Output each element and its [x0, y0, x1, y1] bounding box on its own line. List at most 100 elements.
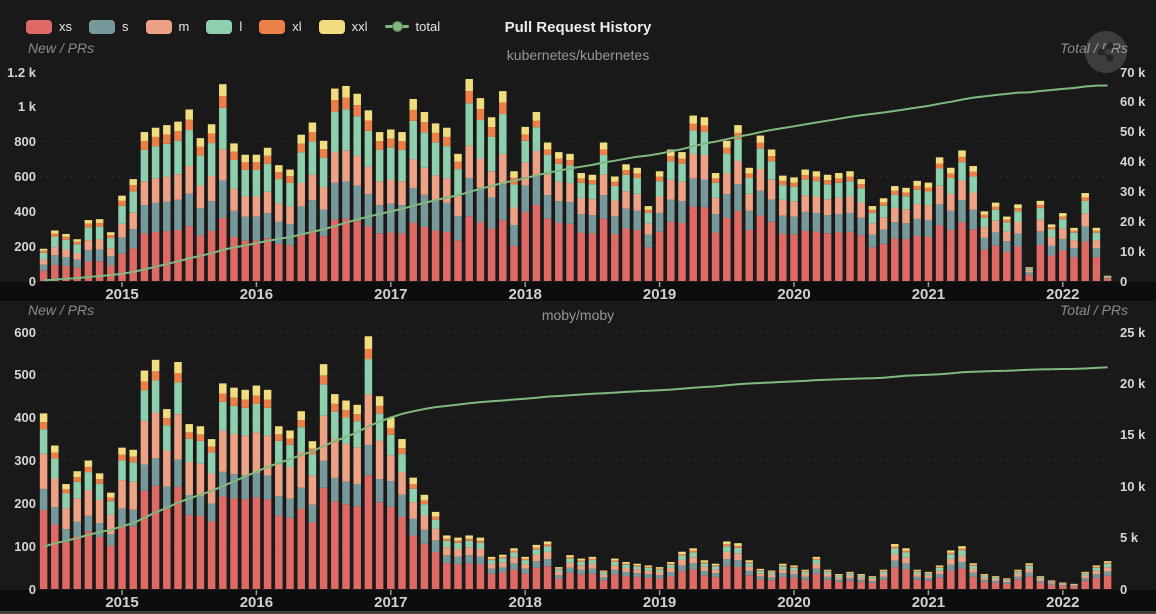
- bar-segment-xxl: [476, 537, 485, 541]
- bar-segment-xs: [73, 267, 81, 281]
- bar-segment-xl: [431, 516, 440, 520]
- bar-segment-xl: [241, 399, 249, 408]
- bar-segment-xl: [510, 550, 518, 553]
- bar-segment-l: [454, 169, 462, 196]
- bar-segment-s: [342, 181, 350, 219]
- bar-segment-xs: [275, 515, 283, 589]
- bar-segment-l: [207, 143, 216, 176]
- bar-segment-m: [801, 573, 809, 577]
- bar-segment-xxl: [297, 411, 305, 421]
- bar-segment-xl: [409, 484, 417, 489]
- bar-segment-xl: [1059, 216, 1067, 220]
- bar-segment-xs: [241, 240, 249, 281]
- bar-segment-l: [499, 558, 507, 563]
- bar-segment-m: [555, 181, 563, 202]
- y-axis-left-tick-label: 1.2 k: [7, 64, 36, 80]
- bar-segment-xl: [868, 209, 877, 213]
- legend-item-xs[interactable]: xs: [26, 19, 72, 34]
- total-cumulative-line: [43, 366, 1108, 548]
- legend-item-l[interactable]: l: [206, 19, 242, 34]
- bar-segment-xxl: [364, 336, 373, 349]
- bar-segment-l: [1047, 581, 1056, 583]
- bar-segment-l: [263, 407, 272, 436]
- bar-segment-l: [689, 130, 697, 154]
- bar-segment-xl: [364, 348, 373, 360]
- bar-segment-xs: [364, 475, 373, 589]
- legend-item-xl[interactable]: xl: [259, 19, 302, 34]
- bar-segment-l: [1092, 232, 1101, 241]
- bar-segment-xs: [891, 238, 899, 281]
- bar-segment-l: [767, 572, 776, 575]
- bar-segment-xl: [991, 206, 1000, 210]
- bar-segment-s: [263, 475, 272, 500]
- bar-segment-xxl: [913, 180, 921, 186]
- bar-segment-s: [431, 540, 440, 552]
- bar-segment-xs: [364, 226, 373, 281]
- bar-segment-xl: [991, 576, 1000, 578]
- bar-segment-xl: [84, 223, 93, 228]
- bar-segment-m: [342, 443, 350, 482]
- bar-segment-m: [767, 574, 776, 578]
- bar-segment-xs: [924, 580, 933, 589]
- left-axis-caption-bottom: New / PRs: [28, 302, 95, 318]
- bar-segment-xl: [532, 547, 541, 550]
- bar-segment-s: [1070, 248, 1078, 258]
- bar-segment-xl: [756, 570, 765, 571]
- share-button[interactable]: [1085, 31, 1127, 73]
- bar-segment-xl: [263, 399, 272, 408]
- bar-segment-xl: [1014, 570, 1022, 572]
- bar-segment-l: [331, 411, 339, 439]
- bar-segment-m: [454, 548, 462, 557]
- bar-segment-l: [375, 413, 384, 441]
- bar-segment-m: [633, 193, 641, 211]
- y-axis-left-tick-label: 600: [14, 324, 36, 340]
- bar-segment-l: [835, 182, 843, 198]
- bar-segment-m: [868, 578, 877, 581]
- bar-segment-l: [51, 236, 59, 248]
- bar-segment-l: [140, 149, 149, 182]
- bar-segment-xxl: [566, 153, 574, 161]
- bar-segment-xxl: [577, 173, 585, 179]
- bar-segment-s: [1025, 272, 1033, 275]
- bar-segment-xl: [185, 119, 193, 131]
- bar-segment-xl: [1025, 267, 1033, 269]
- bar-segment-xl: [812, 558, 821, 561]
- bar-segment-xxl: [196, 138, 205, 147]
- bar-segment-m: [387, 179, 395, 204]
- bar-segment-xs: [633, 230, 641, 281]
- bar-segment-xl: [521, 134, 529, 141]
- legend-item-m[interactable]: m: [145, 19, 189, 34]
- legend-item-xxl[interactable]: xxl: [318, 19, 368, 34]
- bar-segment-xxl: [924, 182, 933, 188]
- legend-item-s[interactable]: s: [89, 19, 129, 34]
- legend-item-total[interactable]: total: [384, 19, 440, 34]
- bar-segment-xs: [723, 217, 731, 281]
- bar-segment-xs: [801, 230, 809, 281]
- bar-segment-xxl: [879, 198, 888, 203]
- bar-segment-xl: [319, 375, 328, 385]
- bar-segment-s: [409, 518, 417, 536]
- bar-segment-xxl: [969, 563, 977, 565]
- bar-segment-s: [398, 205, 406, 234]
- bar-segment-xxl: [947, 167, 955, 174]
- bar-segment-xl: [935, 163, 944, 169]
- bar-segment-xxl: [767, 570, 776, 572]
- bar-segment-s: [689, 563, 697, 570]
- y-axis-right-tick-label: 60 k: [1120, 94, 1146, 110]
- bar-segment-xl: [151, 371, 160, 381]
- bar-segment-l: [1059, 219, 1067, 229]
- bar-segment-xxl: [95, 219, 104, 223]
- bar-segment-s: [599, 577, 608, 581]
- bar-segment-xxl: [118, 195, 126, 201]
- bar-segment-s: [655, 212, 664, 232]
- y-axis-right-tick-label: 50 k: [1120, 124, 1146, 140]
- bar-segment-xl: [476, 109, 485, 121]
- bar-segment-xl: [633, 565, 641, 567]
- bar-segment-s: [510, 563, 518, 570]
- bar-segment-l: [644, 567, 653, 571]
- bar-segment-xxl: [241, 389, 249, 400]
- bar-segment-l: [1047, 229, 1056, 238]
- bar-segment-l: [319, 384, 328, 416]
- bar-segment-xxl: [375, 396, 384, 406]
- bar-segment-l: [151, 146, 160, 179]
